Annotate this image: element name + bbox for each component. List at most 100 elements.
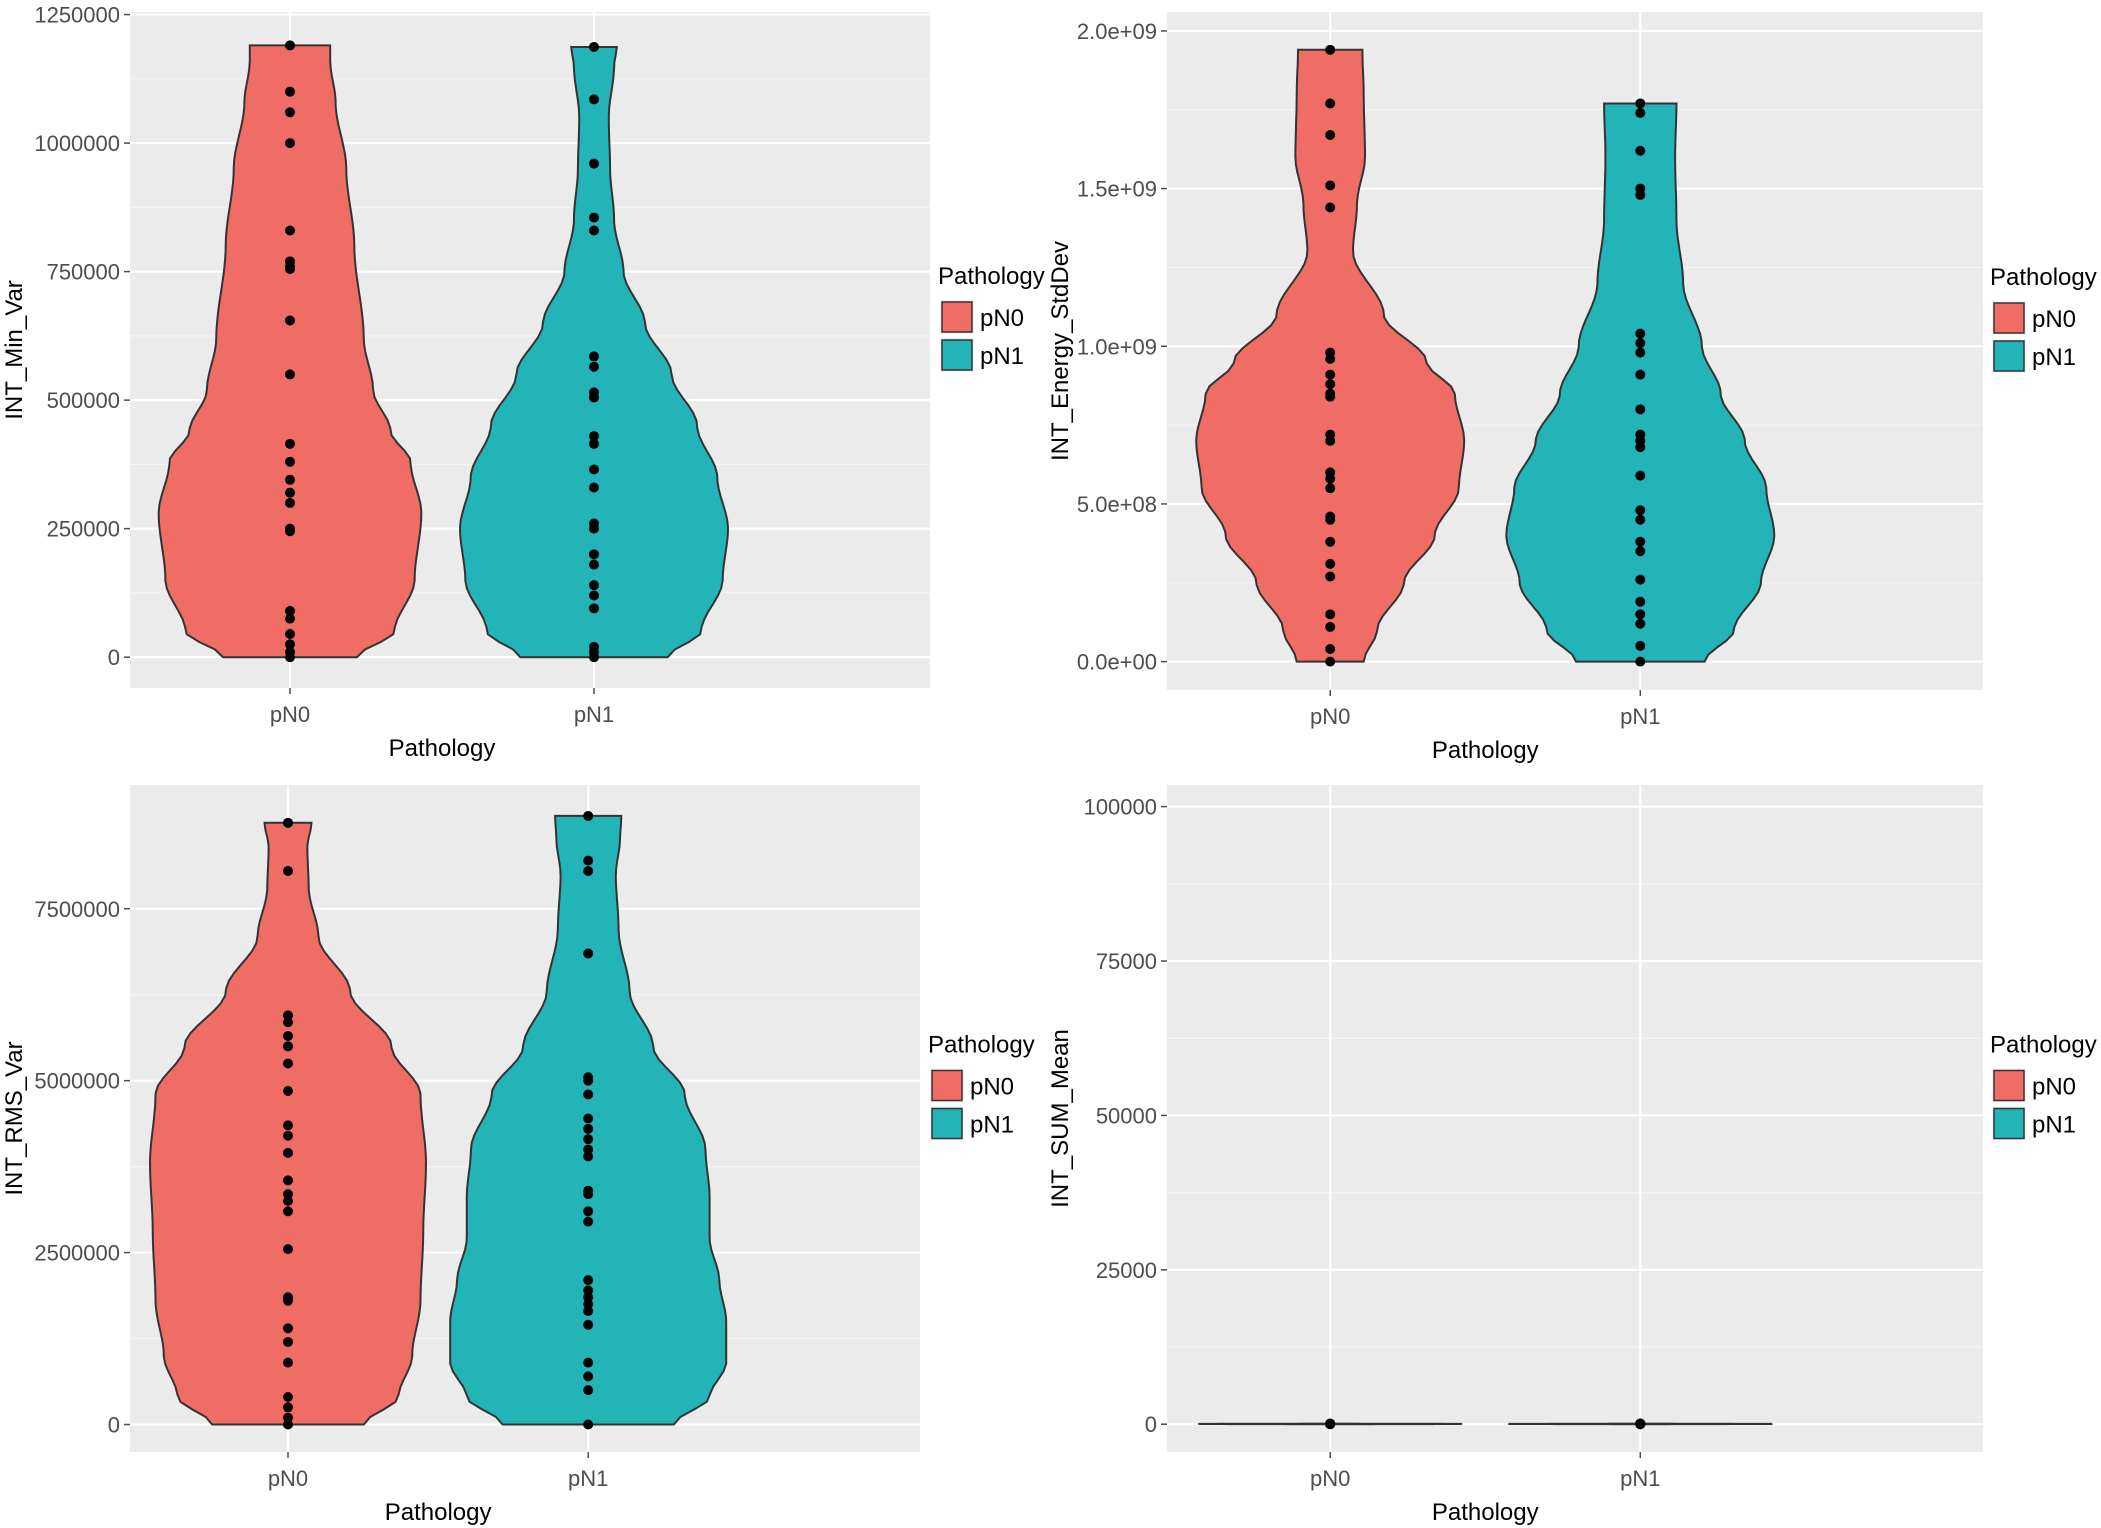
data-point-pn1 [1635, 338, 1646, 349]
data-point-pn0 [285, 456, 295, 467]
data-point-pn1 [1635, 145, 1646, 156]
x-axis-title: Pathology [389, 735, 496, 762]
data-point-pn0 [1325, 514, 1336, 525]
data-point-pn0 [1325, 369, 1336, 380]
legend-label-pn0: pN0 [2032, 306, 2076, 333]
data-point-pn1 [589, 580, 599, 591]
legend-key-pn1 [1993, 340, 2025, 372]
data-point-pn0 [283, 1041, 293, 1052]
data-point-pn1 [589, 212, 599, 223]
y-tick-label: 1.0e+09 [1077, 334, 1157, 359]
data-point-pn1 [589, 590, 599, 601]
data-point-pn1 [1635, 442, 1646, 453]
data-point-pn1 [1635, 107, 1646, 118]
data-point-pn0 [1325, 379, 1336, 390]
data-point-pn1 [1635, 640, 1646, 651]
data-point-pn1 [1635, 514, 1646, 525]
data-point-pn1 [583, 1089, 594, 1100]
y-tick-label: 1250000 [34, 3, 120, 28]
y-tick-label: 0 [108, 1412, 120, 1437]
y-tick-label: 0.0e+00 [1077, 650, 1157, 675]
data-point-pn1 [583, 865, 594, 876]
x-tick-label: pN1 [568, 1466, 608, 1491]
data-point-pn0 [285, 526, 295, 537]
legend-label-pn0: pN0 [970, 1074, 1014, 1101]
data-point-pn0 [283, 1412, 293, 1423]
data-point-pn1 [589, 438, 599, 449]
data-point-pn0 [285, 605, 295, 616]
y-tick-label: 0 [1145, 1412, 1157, 1437]
data-point-pn1 [1635, 347, 1646, 358]
data-point-pn1 [1635, 596, 1646, 607]
data-point-pn1 [589, 603, 599, 614]
x-axis-title: Pathology [1432, 1499, 1539, 1526]
legend-key-pn0 [931, 1069, 963, 1102]
data-point-pn0 [285, 629, 295, 640]
data-point-pn0 [285, 225, 295, 236]
data-point-pn0 [285, 487, 295, 498]
data-point-pn0 [285, 315, 295, 326]
data-point-pn1 [1635, 404, 1646, 415]
data-point-pn1 [583, 1113, 594, 1124]
legend-key-pn1 [931, 1107, 963, 1140]
panel-int-rms-var: 0 2500000 5000000 7500000 pN0 pN1 Pathology INT… [1, 785, 1035, 1526]
data-point-pn0 [285, 613, 295, 624]
y-tick-label: 250000 [47, 517, 120, 542]
legend-title: Pathology [938, 263, 1045, 290]
x-tick-label: pN0 [1310, 704, 1350, 729]
data-point-pn0 [283, 1058, 293, 1069]
data-point-pn0 [1325, 44, 1336, 55]
data-point-pn1 [1635, 189, 1646, 200]
legend-key-pn1 [1993, 1107, 2025, 1140]
data-point-pn1 [1635, 470, 1646, 481]
legend-title: Pathology [1990, 1032, 2097, 1059]
data-point-pn0 [1325, 571, 1336, 582]
data-point-pn0 [285, 474, 295, 485]
y-tick-label: 750000 [47, 260, 120, 285]
data-point-pn0 [1325, 656, 1336, 667]
legend-title: Pathology [928, 1032, 1035, 1059]
data-point-pn0 [1325, 621, 1336, 632]
legend-key-pn0 [1993, 1069, 2025, 1102]
data-point-pn1 [589, 41, 599, 52]
x-tick-label: pN0 [268, 1466, 308, 1491]
data-point-pn0 [283, 1010, 293, 1021]
y-tick-label: 500000 [47, 388, 120, 413]
legend-label-pn1: pN1 [970, 1112, 1014, 1139]
data-point-pn0 [283, 1175, 293, 1186]
y-axis-title: INT_Min_Var [1, 280, 28, 420]
legend-title: Pathology [1990, 264, 2097, 291]
data-point-pn1 [589, 361, 599, 372]
data-point-pn0 [1325, 353, 1336, 364]
legend-label-pn0: pN0 [2032, 1074, 2076, 1101]
violin-pn0 [157, 44, 423, 659]
data-point-pn0 [285, 369, 295, 380]
data-point-pn1 [583, 1319, 594, 1330]
x-axis-title: Pathology [1432, 737, 1539, 764]
x-tick-label: pN0 [270, 702, 310, 727]
data-point-pn1 [589, 559, 599, 570]
legend-key-pn0 [1993, 302, 2025, 334]
plot-background [1167, 785, 1983, 1452]
data-point-pn1 [589, 549, 599, 560]
data-point-pn0 [283, 1336, 293, 1347]
y-tick-label: 1.5e+09 [1077, 177, 1157, 202]
data-point-pn1 [589, 464, 599, 475]
data-point-pn1 [589, 392, 599, 403]
data-point-pn1 [583, 1134, 594, 1145]
data-point-pn1 [583, 1216, 594, 1227]
data-point-pn1 [1635, 546, 1646, 557]
data-point-pn1 [1635, 574, 1646, 585]
data-point-pn1 [589, 523, 599, 534]
data-point-pn1 [583, 1275, 594, 1286]
data-point-pn1 [583, 1144, 594, 1155]
data-point-pn1 [583, 1419, 594, 1430]
data-point-pn0 [1325, 435, 1336, 446]
data-point-pn0 [1325, 98, 1336, 109]
data-point-pn0 [285, 497, 295, 508]
data-point-pn1 [1635, 536, 1646, 547]
data-point-pn0 [1325, 609, 1336, 620]
data-point-pn1 [583, 1371, 594, 1382]
data-point-pn1 [583, 810, 594, 821]
